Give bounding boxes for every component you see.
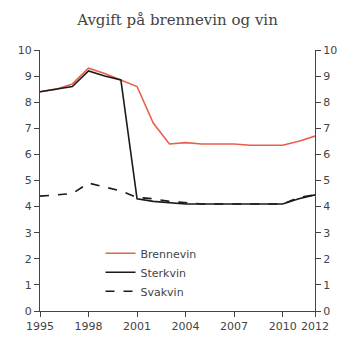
svg-text:9: 9 [323, 70, 330, 83]
svg-text:8: 8 [323, 96, 330, 109]
svg-text:2012: 2012 [301, 320, 329, 333]
svg-text:2: 2 [25, 253, 32, 266]
svg-text:5: 5 [323, 174, 330, 187]
svg-text:2007: 2007 [220, 320, 248, 333]
svg-text:3: 3 [323, 227, 330, 240]
svg-text:4: 4 [323, 200, 330, 213]
svg-text:6: 6 [25, 148, 32, 161]
svg-text:0: 0 [323, 305, 330, 318]
svg-text:7: 7 [25, 122, 32, 135]
svg-text:1995: 1995 [26, 320, 54, 333]
svg-text:2004: 2004 [172, 320, 200, 333]
svg-text:2010: 2010 [269, 320, 297, 333]
svg-text:2: 2 [323, 253, 330, 266]
svg-text:6: 6 [323, 148, 330, 161]
svg-text:1998: 1998 [75, 320, 103, 333]
svg-text:8: 8 [25, 96, 32, 109]
svg-text:10: 10 [323, 44, 337, 57]
svg-text:5: 5 [25, 174, 32, 187]
svg-text:1: 1 [25, 279, 32, 292]
svg-text:10: 10 [18, 44, 32, 57]
svg-text:0: 0 [25, 305, 32, 318]
svg-text:1: 1 [323, 279, 330, 292]
svg-text:3: 3 [25, 227, 32, 240]
svg-text:2001: 2001 [123, 320, 151, 333]
svg-text:4: 4 [25, 200, 32, 213]
svg-text:Sterkvin: Sterkvin [141, 267, 187, 280]
svg-text:Svakvin: Svakvin [141, 286, 184, 299]
svg-text:Brennevin: Brennevin [141, 248, 197, 261]
svg-text:Avgift på brennevin og vin: Avgift på brennevin og vin [76, 11, 278, 29]
svg-text:7: 7 [323, 122, 330, 135]
svg-text:9: 9 [25, 70, 32, 83]
